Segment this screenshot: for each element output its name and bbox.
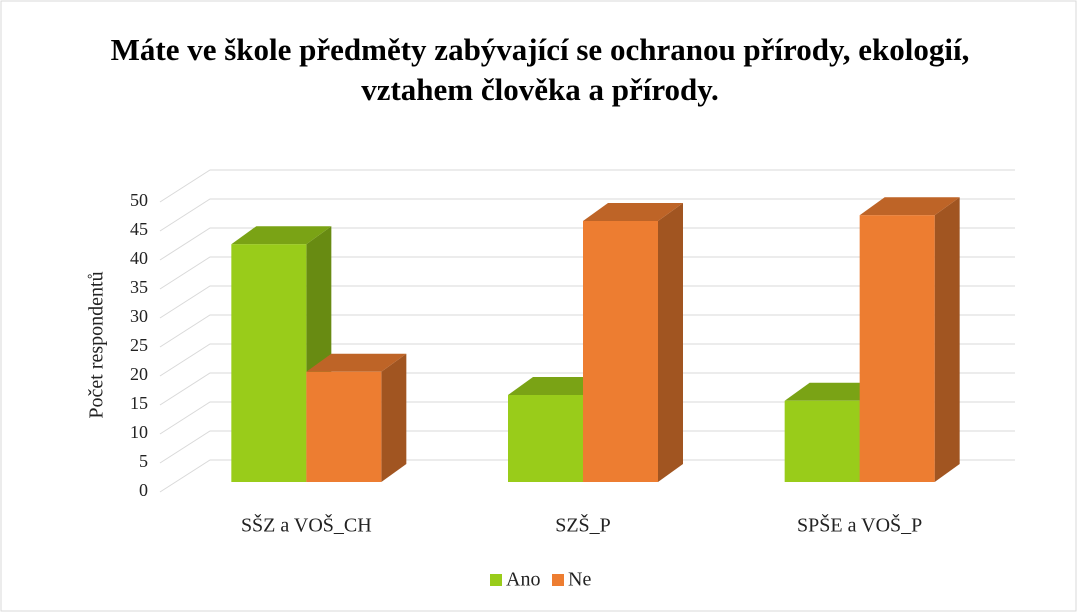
- bar-top: [306, 353, 407, 372]
- chart-title: Máte ve škole předměty zabývající se och…: [110, 32, 970, 107]
- y-tick-label: 25: [130, 335, 148, 355]
- y-tick-label: 35: [130, 277, 148, 297]
- y-tick-label: 45: [130, 219, 148, 239]
- bar-side: [658, 203, 683, 482]
- bar: [231, 244, 307, 482]
- y-tick-label: 10: [130, 422, 148, 442]
- grid-line: [159, 314, 1015, 348]
- legend-swatch: [552, 574, 564, 586]
- y-tick-label: 30: [130, 306, 148, 326]
- bar-top: [583, 203, 683, 221]
- grid-line: [159, 430, 1015, 464]
- y-tick-label: 15: [130, 393, 148, 413]
- legend-label: Ne: [568, 569, 591, 591]
- grid-line: [159, 372, 1015, 406]
- y-tick-label: 50: [130, 190, 148, 210]
- x-tick-label: SŠZ a VOŠ_CH: [241, 513, 372, 537]
- grid-line: [159, 285, 1015, 319]
- grid-line: [159, 198, 1015, 232]
- grid-line: [159, 459, 1015, 493]
- bar: [306, 371, 382, 482]
- bar-top: [859, 197, 960, 216]
- y-tick-label: 20: [130, 364, 148, 384]
- x-tick-label: SPŠE a VOŠ_P: [797, 513, 922, 537]
- bar: [859, 215, 935, 482]
- bar: [784, 400, 860, 482]
- y-tick-label: 5: [139, 451, 148, 471]
- grid-line: [159, 169, 1015, 203]
- grid-line: [159, 256, 1015, 290]
- bar-side: [934, 197, 960, 482]
- grid-line: [159, 401, 1015, 435]
- bar-side: [381, 353, 407, 482]
- grid-line: [159, 343, 1015, 377]
- bar-top: [231, 226, 332, 245]
- y-tick-label: 0: [139, 480, 148, 500]
- y-tick-label: 40: [130, 248, 148, 268]
- bar: [508, 395, 583, 482]
- legend-label: Ano: [506, 569, 540, 591]
- y-axis-title: Počet respondentů: [86, 271, 108, 418]
- bar: [583, 221, 658, 482]
- grid-line: [159, 227, 1015, 261]
- x-tick-label: SZŠ_P: [555, 513, 611, 537]
- legend-swatch: [490, 574, 502, 586]
